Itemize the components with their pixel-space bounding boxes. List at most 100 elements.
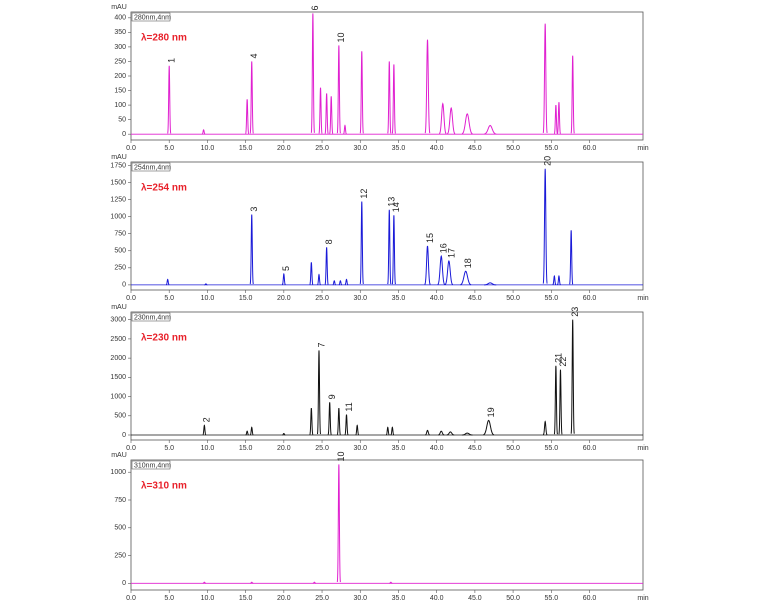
- y-tick-label: 0: [122, 432, 126, 439]
- chart-title: λ=280 nm: [141, 33, 187, 44]
- channel-box: [131, 312, 171, 322]
- y-tick-label: 150: [114, 87, 126, 94]
- peak: [460, 270, 472, 286]
- peak: [312, 581, 316, 584]
- x-tick-label: 15.0: [239, 295, 253, 302]
- peak: [202, 424, 207, 436]
- x-tick-label: 35.0: [392, 445, 406, 452]
- peak: [542, 420, 548, 436]
- y-tick-label: 1000: [110, 213, 126, 220]
- channel-label: 254nm,4nm: [134, 164, 171, 171]
- x-tick-label: 10.0: [201, 445, 215, 452]
- peak: [336, 45, 341, 134]
- x-tick-label: 40.0: [430, 445, 444, 452]
- peak: [249, 61, 254, 134]
- x-tick-label: 15.0: [239, 595, 253, 602]
- peak: [553, 365, 558, 435]
- x-tick-label: 45.0: [468, 145, 482, 152]
- peak: [425, 429, 430, 436]
- peak: [165, 278, 170, 286]
- y-tick-label: 250: [114, 265, 126, 272]
- peak: [552, 275, 557, 286]
- x-tick-label: 50.0: [506, 445, 520, 452]
- x-tick-label: 60.0: [583, 145, 597, 152]
- channel-label: 280nm,4nm: [134, 14, 171, 21]
- peak-label: 23: [570, 307, 580, 317]
- peak: [167, 65, 172, 134]
- peak-label: 14: [391, 202, 401, 212]
- peak: [202, 581, 206, 584]
- y-tick-label: 750: [114, 231, 126, 238]
- x-tick-label: 30.0: [353, 145, 367, 152]
- peak: [309, 262, 314, 285]
- peak: [437, 254, 446, 285]
- x-tick-label: 45.0: [468, 595, 482, 602]
- plot-frame: [130, 11, 644, 141]
- peak-label: 22: [558, 357, 568, 367]
- x-tick-label: 10.0: [201, 145, 215, 152]
- peak: [446, 431, 455, 436]
- x-tick-label: 60.0: [583, 295, 597, 302]
- peak: [310, 13, 315, 133]
- peak: [324, 247, 329, 285]
- y-tick-label: 3000: [110, 317, 126, 324]
- peak: [484, 282, 497, 286]
- x-tick-label: 40.0: [430, 295, 444, 302]
- x-tick-label: 20.0: [277, 595, 291, 602]
- peak: [569, 230, 574, 285]
- peak-label: 17: [446, 248, 456, 258]
- peak: [461, 432, 473, 436]
- peak: [281, 272, 286, 286]
- peak: [438, 102, 447, 135]
- peak: [570, 55, 575, 134]
- x-tick-label: 40.0: [430, 595, 444, 602]
- x-tick-label: 25.0: [315, 595, 329, 602]
- peak-label: 13: [387, 197, 397, 207]
- x-tick-label: 0.0: [126, 145, 136, 152]
- peak-label: 5: [281, 266, 291, 271]
- x-tick-label: 30.0: [353, 595, 367, 602]
- y-tick-label: 750: [114, 497, 126, 504]
- peak: [387, 61, 392, 134]
- x-unit: min: [637, 295, 648, 302]
- y-tick-label: 1500: [110, 179, 126, 186]
- x-tick-label: 25.0: [315, 295, 329, 302]
- x-tick-label: 0.0: [126, 445, 136, 452]
- y-tick-label: 1000: [110, 469, 126, 476]
- peak: [542, 168, 548, 284]
- peak: [249, 426, 254, 436]
- peak-label: 10: [336, 451, 346, 461]
- peak: [461, 113, 473, 135]
- x-tick-label: 5.0: [164, 445, 174, 452]
- peak: [327, 402, 332, 435]
- y-tick-label: 0: [122, 282, 126, 289]
- x-tick-label: 55.0: [544, 145, 558, 152]
- peak: [424, 245, 431, 285]
- x-tick-label: 35.0: [392, 295, 406, 302]
- peak: [542, 23, 548, 134]
- peak: [438, 430, 445, 436]
- peak-label: 1: [167, 58, 177, 63]
- peak: [344, 414, 349, 436]
- x-tick-label: 20.0: [277, 445, 291, 452]
- peak: [245, 99, 250, 134]
- y-tick-label: 0: [122, 131, 126, 138]
- channel-label: 230nm,4nm: [134, 314, 171, 321]
- x-tick-label: 0.0: [126, 295, 136, 302]
- x-tick-label: 50.0: [506, 145, 520, 152]
- peak: [558, 369, 563, 435]
- x-tick-label: 10.0: [201, 595, 215, 602]
- peak: [318, 87, 323, 134]
- y-tick-label: 250: [114, 58, 126, 65]
- x-tick-label: 55.0: [544, 445, 558, 452]
- x-tick-label: 35.0: [392, 595, 406, 602]
- peak: [385, 426, 390, 436]
- x-tick-label: 25.0: [315, 445, 329, 452]
- peak: [359, 201, 364, 285]
- plot-frame: [130, 459, 644, 591]
- peak: [282, 432, 286, 436]
- y-unit: mAU: [111, 304, 127, 311]
- peak-label: 21: [553, 353, 563, 363]
- y-tick-label: 2000: [110, 355, 126, 362]
